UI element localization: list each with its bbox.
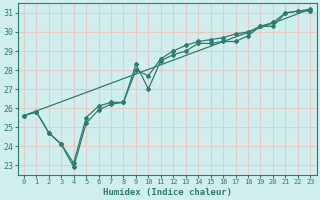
X-axis label: Humidex (Indice chaleur): Humidex (Indice chaleur) <box>103 188 232 197</box>
